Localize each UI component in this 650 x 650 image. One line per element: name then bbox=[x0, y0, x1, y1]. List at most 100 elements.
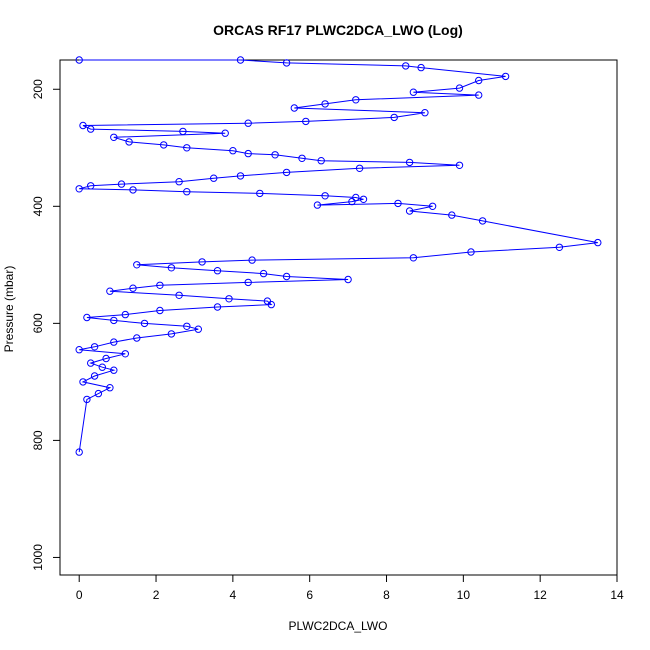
x-tick-label: 12 bbox=[533, 588, 547, 602]
data-point bbox=[156, 306, 164, 315]
x-axis-label: PLWC2DCA_LWO bbox=[289, 619, 388, 633]
data-point bbox=[179, 127, 187, 136]
data-point bbox=[102, 354, 110, 363]
data-point bbox=[344, 275, 352, 284]
data-point bbox=[87, 182, 95, 190]
data-point bbox=[98, 363, 107, 371]
data-point bbox=[87, 125, 95, 133]
data-point bbox=[455, 84, 464, 92]
data-point bbox=[405, 158, 414, 167]
data-point bbox=[402, 62, 410, 70]
y-tick-label: 600 bbox=[31, 313, 45, 333]
series-line bbox=[78, 59, 598, 453]
x-tick-label: 6 bbox=[306, 588, 313, 602]
data-point bbox=[501, 72, 510, 81]
data-point bbox=[417, 63, 425, 72]
data-point bbox=[106, 287, 114, 295]
data-point bbox=[244, 119, 252, 127]
data-point bbox=[213, 267, 222, 275]
data-point bbox=[236, 172, 245, 180]
data-point bbox=[110, 316, 118, 325]
x-tick-label: 4 bbox=[230, 588, 237, 602]
data-point bbox=[183, 144, 191, 152]
data-point bbox=[75, 185, 83, 193]
y-axis: 200 400 600 800 1000 bbox=[31, 79, 61, 571]
data-point bbox=[167, 264, 176, 272]
data-point bbox=[448, 211, 456, 219]
data-point bbox=[183, 188, 191, 196]
data-point bbox=[79, 121, 87, 130]
data-point bbox=[256, 189, 264, 198]
data-point bbox=[298, 154, 306, 163]
data-point bbox=[290, 104, 298, 112]
data-point bbox=[83, 395, 91, 404]
data-point bbox=[282, 168, 291, 177]
data-point bbox=[282, 59, 291, 67]
data-point bbox=[79, 378, 87, 386]
x-tick-label: 8 bbox=[383, 588, 390, 602]
data-point bbox=[355, 164, 364, 173]
data-point bbox=[248, 256, 256, 264]
data-point bbox=[475, 76, 483, 85]
data-point bbox=[117, 180, 126, 188]
plot-frame bbox=[59, 59, 618, 576]
data-point bbox=[317, 157, 325, 165]
data-point bbox=[302, 117, 310, 126]
data-point bbox=[194, 325, 203, 333]
data-point bbox=[160, 141, 168, 149]
series-layer bbox=[75, 56, 602, 456]
data-point bbox=[75, 346, 83, 354]
data-point bbox=[352, 96, 360, 104]
data-point bbox=[125, 138, 133, 146]
data-point bbox=[175, 178, 183, 186]
data-point bbox=[348, 197, 356, 206]
data-point bbox=[259, 269, 268, 278]
data-point bbox=[75, 56, 83, 64]
data-point bbox=[409, 254, 418, 262]
data-point bbox=[244, 149, 252, 158]
data-point bbox=[110, 366, 118, 374]
data-point bbox=[321, 192, 329, 200]
y-tick-label: 800 bbox=[31, 430, 45, 450]
x-tick-label: 2 bbox=[153, 588, 160, 602]
data-point bbox=[167, 330, 176, 338]
data-point bbox=[129, 284, 137, 292]
x-tick-label: 0 bbox=[76, 588, 83, 602]
data-point bbox=[594, 238, 602, 247]
data-point bbox=[198, 258, 206, 266]
data-point bbox=[213, 303, 222, 311]
data-point bbox=[428, 202, 437, 211]
data-point bbox=[210, 174, 218, 182]
data-point bbox=[225, 295, 233, 303]
data-point bbox=[90, 343, 99, 351]
data-point bbox=[175, 291, 183, 299]
x-tick-label: 14 bbox=[610, 588, 624, 602]
data-point bbox=[555, 243, 564, 252]
y-tick-label: 400 bbox=[31, 196, 45, 216]
y-tick-label: 1000 bbox=[31, 544, 45, 571]
data-point bbox=[90, 372, 99, 380]
y-axis-label: Pressure (mbar) bbox=[2, 266, 16, 353]
data-point bbox=[106, 384, 114, 392]
y-tick-label: 200 bbox=[31, 79, 45, 99]
data-point bbox=[478, 217, 487, 225]
data-point bbox=[75, 448, 83, 456]
data-point bbox=[110, 133, 118, 142]
data-point bbox=[359, 195, 368, 204]
data-point bbox=[236, 56, 245, 64]
data-point bbox=[267, 300, 275, 309]
data-point bbox=[271, 151, 279, 159]
x-tick-label: 10 bbox=[457, 588, 471, 602]
x-axis: 0 2 4 6 8 10 12 14 bbox=[76, 574, 624, 602]
data-point bbox=[94, 389, 103, 398]
data-point bbox=[229, 147, 237, 155]
data-point bbox=[467, 248, 475, 256]
data-point bbox=[140, 319, 149, 328]
data-point bbox=[183, 322, 191, 330]
data-point bbox=[475, 91, 483, 99]
data-point bbox=[129, 186, 137, 194]
data-point bbox=[321, 100, 329, 108]
data-point bbox=[313, 201, 322, 209]
data-point bbox=[455, 161, 464, 170]
